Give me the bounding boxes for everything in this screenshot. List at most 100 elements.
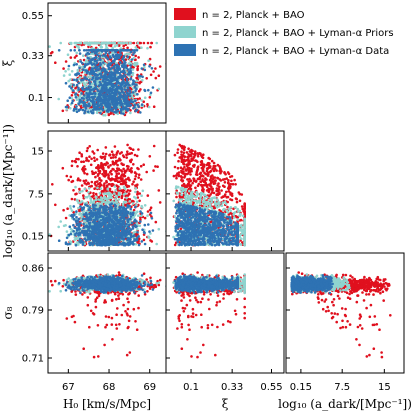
scatter-point: [99, 76, 102, 79]
scatter-point: [127, 52, 131, 56]
scatter-point: [70, 97, 74, 100]
scatter-point: [69, 204, 72, 208]
scatter-point: [69, 107, 72, 110]
scatter-point: [62, 67, 65, 70]
scatter-point: [118, 53, 121, 57]
scatter-point: [82, 54, 85, 57]
scatter-point: [77, 88, 80, 91]
scatter-point: [75, 78, 78, 81]
scatter-point: [72, 109, 76, 112]
scatter-point: [111, 49, 114, 52]
scatter-point: [64, 81, 68, 85]
scatter-point: [112, 61, 115, 64]
scatter-point: [109, 169, 113, 173]
scatter-point: [84, 88, 87, 91]
scatter-point: [92, 101, 95, 105]
scatter-point: [110, 196, 113, 199]
scatter-point: [88, 95, 91, 99]
scatter-point: [139, 218, 142, 221]
scatter-point: [98, 57, 101, 60]
scatter-point: [84, 179, 88, 182]
scatter-point: [83, 109, 87, 113]
scatter-point: [118, 60, 122, 64]
scatter-point: [105, 181, 108, 184]
scatter-point: [147, 105, 151, 109]
scatter-point: [133, 64, 137, 67]
scatter-point: [110, 100, 114, 103]
scatter-point: [101, 233, 105, 237]
scatter-point: [136, 183, 139, 186]
scatter-point: [118, 168, 121, 172]
scatter-point: [129, 147, 133, 150]
scatter-point: [91, 236, 95, 240]
scatter-point: [104, 102, 107, 106]
scatter-point: [107, 96, 110, 99]
scatter-point: [103, 233, 107, 237]
scatter-point: [32, 222, 35, 225]
scatter-point: [129, 64, 132, 67]
scatter-point: [89, 191, 92, 194]
scatter-point: [114, 189, 117, 192]
scatter-point: [126, 86, 130, 89]
scatter-point: [108, 153, 112, 156]
scatter-point: [151, 86, 155, 89]
scatter-point: [131, 49, 135, 52]
scatter-point: [107, 62, 111, 66]
scatter-point: [109, 205, 113, 209]
scatter-point: [146, 210, 150, 213]
scatter-point: [97, 169, 100, 173]
scatter-point: [135, 200, 139, 204]
scatter-point: [134, 58, 137, 61]
scatter-point: [125, 153, 128, 156]
scatter-point: [126, 212, 129, 215]
series-blue-points: [57, 49, 155, 116]
scatter-point: [79, 41, 83, 45]
scatter-point: [112, 64, 116, 68]
scatter-point: [57, 49, 61, 52]
scatter-point: [70, 101, 74, 105]
scatter-point: [141, 79, 144, 82]
scatter-point: [75, 83, 79, 87]
scatter-point: [99, 239, 103, 243]
scatter-point: [112, 95, 115, 98]
scatter-point: [93, 156, 96, 160]
scatter-point: [102, 100, 105, 103]
scatter-point: [116, 49, 119, 52]
scatter-point: [123, 71, 126, 74]
scatter-point: [116, 187, 119, 191]
scatter-point: [75, 51, 78, 55]
scatter-point: [143, 223, 147, 227]
scatter-point: [102, 174, 105, 177]
scatter-point: [125, 196, 128, 200]
scatter-point: [131, 91, 135, 94]
scatter-point: [106, 228, 109, 232]
scatter-point: [89, 163, 93, 167]
scatter-point: [131, 227, 135, 230]
scatter-point: [92, 62, 96, 66]
scatter-point: [125, 49, 128, 52]
scatter-point: [85, 49, 88, 52]
scatter-point: [100, 69, 104, 72]
scatter-point: [152, 169, 155, 172]
scatter-point: [72, 83, 75, 87]
scatter-point: [73, 198, 77, 201]
scatter-point: [120, 151, 123, 154]
scatter-point: [116, 167, 119, 170]
scatter-point: [141, 228, 144, 231]
scatter-point: [147, 88, 150, 92]
scatter-point: [139, 210, 142, 213]
scatter-point: [116, 97, 120, 100]
scatter-point: [107, 208, 111, 211]
scatter-point: [104, 49, 107, 52]
scatter-point: [89, 110, 93, 113]
scatter-point: [111, 156, 115, 159]
scatter-point: [92, 206, 95, 209]
scatter-point: [71, 99, 74, 103]
scatter-point: [148, 96, 152, 99]
scatter-point: [91, 220, 95, 224]
scatter-point: [96, 208, 99, 211]
scatter-point: [131, 225, 135, 228]
scatter-point: [66, 53, 70, 56]
scatter-point: [107, 220, 111, 224]
scatter-point: [152, 70, 155, 73]
